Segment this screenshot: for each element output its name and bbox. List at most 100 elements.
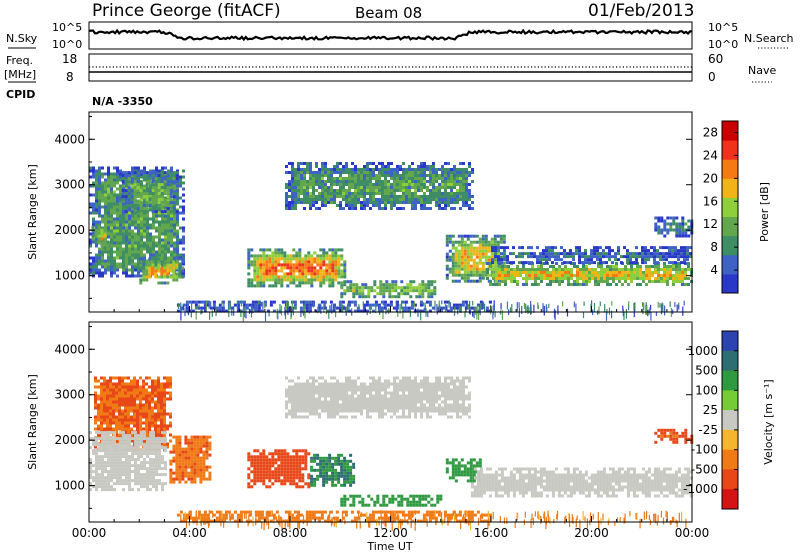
heatmap-cell (136, 385, 139, 389)
heatmap-cell (170, 220, 173, 224)
heatmap-cell (113, 440, 116, 444)
heatmap-cell (104, 449, 107, 453)
heatmap-cell (91, 234, 95, 238)
heatmap-cell (139, 207, 143, 211)
heatmap-cell (167, 199, 170, 203)
heatmap-cell (606, 268, 609, 271)
heatmap-cell (149, 232, 152, 236)
heatmap-cell (684, 271, 687, 274)
heatmap-cell (98, 193, 101, 197)
heatmap-cell (447, 195, 450, 198)
heatmap-cell (158, 247, 161, 251)
heatmap-cell (419, 303, 423, 307)
heatmap-cell (681, 225, 685, 229)
heatmap-cell (182, 181, 185, 185)
heatmap-cell (269, 300, 273, 304)
heatmap-cell (423, 168, 426, 171)
heatmap-cell (687, 225, 691, 229)
heatmap-cell (459, 180, 462, 183)
heatmap-cell (297, 186, 300, 189)
heatmap-cell (306, 189, 309, 192)
heatmap-cell (306, 171, 309, 174)
heatmap-cell (285, 201, 288, 204)
heatmap-cell (324, 192, 327, 195)
heatmap-cell (113, 256, 116, 260)
heatmap-cell (146, 226, 149, 230)
heatmap-cell (155, 166, 158, 170)
heatmap-cell (127, 186, 131, 190)
heatmap-cell (648, 277, 651, 280)
heatmap-cell (460, 246, 464, 250)
heatmap-cell (107, 181, 110, 185)
heatmap-cell (519, 274, 522, 277)
heatmap-cell (415, 289, 419, 293)
heatmap-cell (134, 169, 137, 173)
heatmap-cell (653, 261, 656, 265)
noise-speckle (333, 303, 335, 310)
heatmap-cell (116, 193, 119, 197)
heatmap-cell (277, 281, 281, 285)
heatmap-cell (142, 189, 146, 193)
heatmap-cell (329, 300, 333, 304)
heatmap-cell (200, 306, 204, 310)
heatmap-cell (152, 169, 155, 173)
heatmap-cell (127, 204, 131, 208)
heatmap-cell (109, 385, 112, 389)
heatmap-cell (113, 271, 116, 275)
heatmap-cell (95, 172, 98, 176)
noise-speckle (395, 306, 397, 313)
heatmap-cell (356, 309, 360, 313)
heatmap-cell (460, 240, 464, 244)
heatmap-cell (130, 433, 133, 437)
heatmap-cell (481, 261, 485, 265)
heatmap-cell (341, 300, 345, 304)
heatmap-cell (124, 201, 128, 205)
heatmap-cell (414, 168, 417, 171)
heatmap-cell (89, 482, 92, 486)
heatmap-cell (110, 271, 113, 275)
heatmap-cell (142, 278, 146, 282)
heatmap-cell (478, 252, 482, 256)
heatmap-cell (98, 467, 101, 471)
heatmap-cell (498, 277, 501, 280)
heatmap-cell (101, 446, 104, 450)
heatmap-cell (324, 186, 327, 189)
heatmap-cell (163, 394, 166, 398)
heatmap-cell (140, 253, 143, 257)
heatmap-cell (448, 267, 452, 271)
heatmap-cell (582, 271, 585, 274)
heatmap-cell (337, 269, 341, 273)
heatmap-cell (173, 184, 176, 188)
heatmap-cell (107, 169, 110, 173)
heatmap-cell (432, 177, 435, 180)
heatmap-cell (390, 201, 393, 204)
heatmap-cell (466, 273, 470, 277)
heatmap-cell (327, 180, 330, 183)
heatmap-cell (387, 180, 390, 183)
noise-speckle (348, 302, 350, 310)
heatmap-cell (593, 249, 596, 253)
heatmap-cell (154, 427, 157, 431)
heatmap-cell (89, 193, 92, 197)
heatmap-cell (420, 204, 423, 207)
heatmap-cell (300, 162, 303, 165)
heatmap-cell (441, 192, 444, 195)
heatmap-cell (95, 449, 98, 453)
heatmap-cell (300, 189, 303, 192)
noise-speckle (472, 311, 474, 317)
noise-speckle (424, 305, 426, 313)
heatmap-cell (365, 300, 369, 304)
heatmap-cell (148, 177, 152, 181)
heatmap-cell (259, 275, 263, 279)
heatmap-cell (350, 300, 354, 304)
heatmap-cell (137, 479, 140, 483)
heatmap-cell (158, 226, 161, 230)
heatmap-cell (142, 201, 146, 205)
heatmap-cell (157, 388, 160, 392)
heatmap-cell (101, 265, 104, 269)
heatmap-cell (139, 415, 142, 419)
heatmap-cell (489, 283, 492, 286)
heatmap-cell (336, 165, 339, 168)
noise-speckle (482, 301, 485, 309)
heatmap-cell (112, 397, 115, 401)
